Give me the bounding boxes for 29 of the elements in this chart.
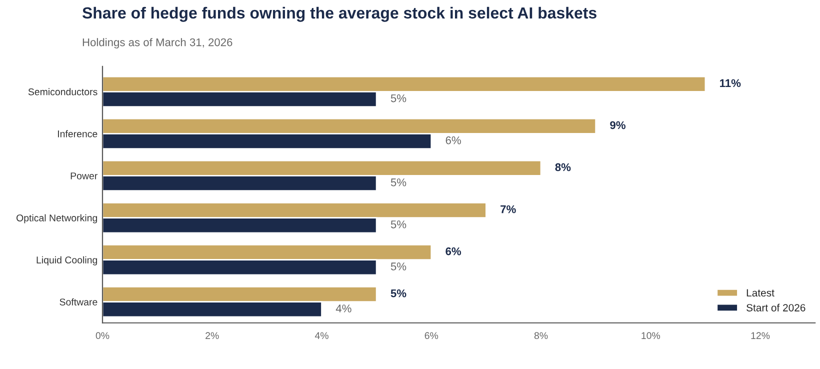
x-tick-label: 4% — [314, 332, 328, 340]
data-label: 5% — [390, 289, 406, 298]
legend-label: Start of 2026 — [746, 304, 806, 312]
chart-subtitle: Holdings as of March 31, 2026 — [82, 38, 232, 48]
y-tick-label: Software — [60, 298, 98, 306]
legend-label: Latest — [746, 289, 774, 297]
y-tick-label: Inference — [58, 130, 98, 138]
data-label: 4% — [336, 304, 352, 312]
data-label: 6% — [446, 136, 461, 144]
y-tick-label: Optical Networking — [16, 214, 98, 224]
data-label: 6% — [446, 247, 462, 256]
x-tick-label: 6% — [424, 332, 438, 340]
x-tick-label: 8% — [534, 332, 548, 340]
x-tick-label: 10% — [642, 332, 660, 340]
x-tick-label: 12% — [751, 332, 770, 340]
data-label: 11% — [720, 79, 741, 88]
data-label: 8% — [555, 163, 571, 172]
y-tick-label: Semiconductors — [28, 88, 98, 96]
data-label: 5% — [390, 94, 406, 102]
data-label: 7% — [500, 205, 516, 214]
data-label: 9% — [610, 121, 626, 130]
y-tick-label: Power — [70, 172, 98, 180]
data-label: 5% — [390, 178, 406, 186]
x-tick-label: 2% — [206, 332, 219, 340]
data-label: 5% — [390, 262, 406, 270]
x-tick-label: 0% — [96, 332, 110, 340]
y-tick-label: Liquid Cooling — [36, 256, 98, 266]
chart-title: Share of hedge funds owning the average stock in select AI baskets — [82, 6, 596, 22]
data-label: 5% — [390, 220, 406, 228]
